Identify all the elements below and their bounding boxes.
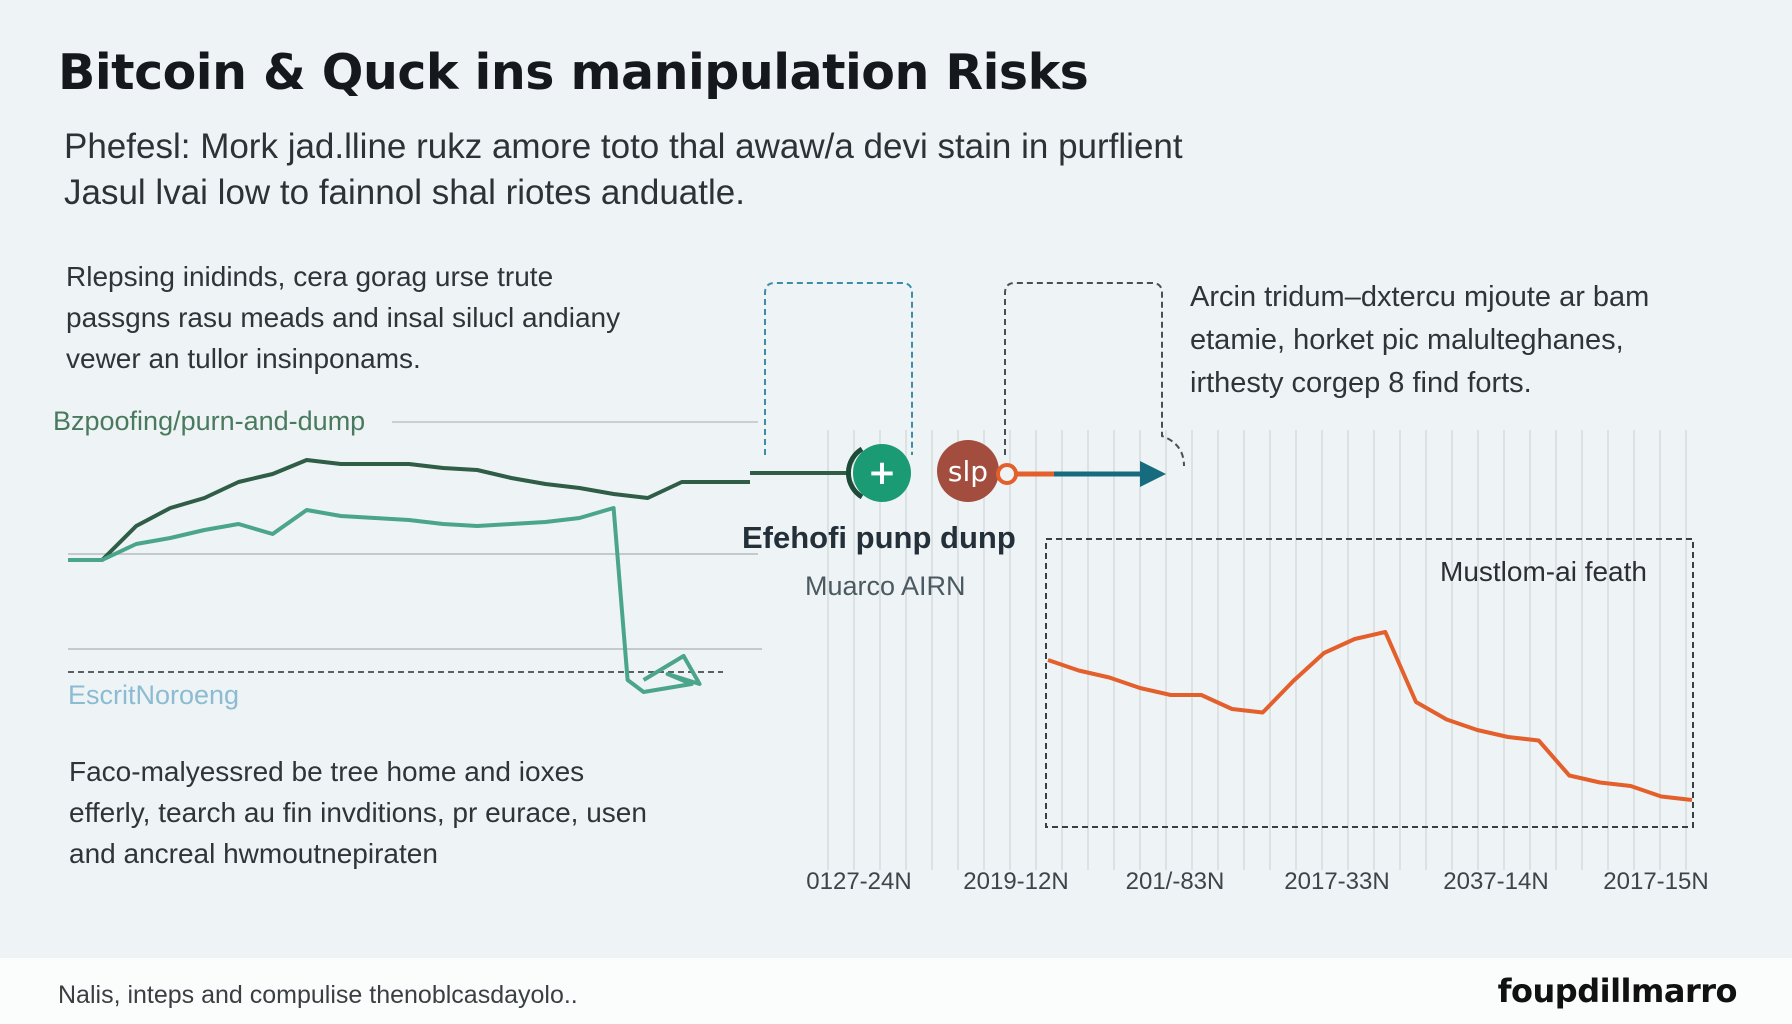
chart-canvas: + slp 0127-24N 2019-12N 201/-83N 2017-33N 20… [68,282,1709,895]
callout-box-teal [764,282,913,455]
subtitle-line: Jasul lvai low to fainnol shal riotes an… [64,173,745,212]
series-line-spoofing [68,458,750,562]
x-tick-label: 2017-33N [1284,868,1389,895]
brand-logo: foupdillmarro [1497,972,1738,1010]
paragraph-line: etamie, horket pic malulteghanes, [1190,324,1624,356]
subtitle-line: Phefesl: Mork jad.lline rukz amore toto … [64,127,1183,166]
left-line-chart [68,458,750,694]
series-line-orange [1047,630,1693,802]
arrow-origin-dot [996,463,1018,485]
paragraph-line: Arcin tridum–dxtercu mjoute ar bam [1190,281,1650,313]
paragraph-line: and ancreal hwmoutnepiraten [69,838,438,869]
paragraph-line: passgns rasu meads and insal silucl andi… [66,302,621,333]
x-tick-label: 2037-14N [1443,868,1548,895]
chart-frame [1045,538,1694,828]
footer-note: Nalis, inteps and compulise thenoblcasda… [58,981,578,1009]
chart-legend-label: Mustlom-ai feath [1440,556,1647,587]
x-tick-label: 0127-24N [806,868,911,895]
left-top-paragraph: Rlepsing inidinds, cera gorag urse trute… [66,256,620,379]
plus-icon: + [868,453,897,493]
paragraph-line: efferly, tearch au fin invditions, pr eu… [69,797,647,828]
paragraph-line: vewer an tullor insinponams. [66,343,421,374]
right-line-chart [1047,630,1693,802]
x-tick-label: 2017-15N [1603,868,1708,895]
vertical-grid [827,430,1687,870]
paragraph-line: Rlepsing inidinds, cera gorag urse trute [66,261,554,292]
series-line-escrit [68,506,702,694]
callout-box-dark [1004,282,1185,467]
slp-badge [937,440,999,502]
pump-dump-subtitle: Muarco AIRN [805,571,966,601]
series-label-escrit: EscritNoroeng [68,680,240,710]
page-title: Bitcoin & Quck ins manipulation Risks [58,44,1089,101]
left-bottom-paragraph: Faco-malyessred be tree home and ioxes e… [69,751,647,874]
arrow-head-icon [1140,461,1166,487]
pump-dump-title: Efehofi punp dunp [742,520,1016,555]
paragraph-line: Faco-malyessred be tree home and ioxes [69,756,585,787]
x-axis-ticks: 0127-24N 2019-12N 201/-83N 2017-33N 2037-14N… [806,868,1708,895]
badge-ring [845,446,864,500]
series-label-spoofing: Bzpoofing/purn-and-dump [53,406,366,436]
right-paragraph: Arcin tridum–dxtercu mjoute ar bam etami… [1190,276,1649,405]
x-tick-label: 201/-83N [1126,868,1225,895]
paragraph-line: irthesty corgep 8 find forts. [1190,367,1532,399]
footer-bar: Nalis, inteps and compulise thenoblcasda… [0,958,1792,1024]
plus-badge [853,444,911,502]
x-tick-label: 2019-12N [963,868,1068,895]
subtitle: Phefesl: Mork jad.lline rukz amore toto … [64,124,1183,216]
slp-icon: slp [948,455,988,488]
